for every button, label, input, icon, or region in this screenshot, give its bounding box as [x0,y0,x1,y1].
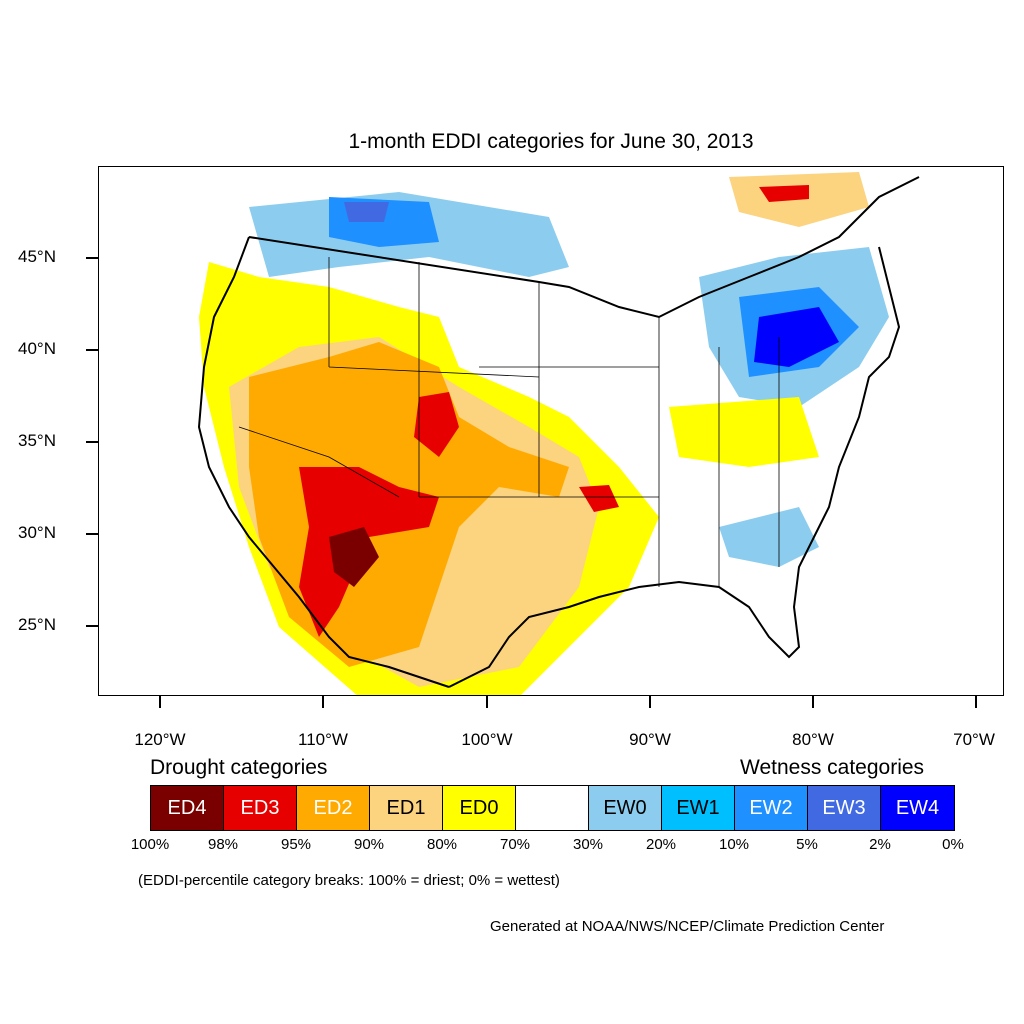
lon-tick-110w [322,696,324,708]
coastline-and-border [197,176,920,688]
lon-tick-120w [159,696,161,708]
lon-label-90w: 90°W [629,730,671,749]
region-ed4-arizona [329,527,379,587]
lon-label-110w: 110°W [298,730,348,749]
lon-label-120w: 120°W [134,730,186,749]
legend-box-ew2: EW2 [735,786,808,830]
lat-tick-45n [86,257,98,259]
percentile-label: 5% [796,836,818,853]
wetness-categories-heading: Wetness categories [740,756,925,779]
legend-box-ed4: ED4 [151,786,224,830]
lat-label-40n: 40°N [18,339,56,358]
percentile-label: 90% [353,836,385,853]
state-lines [238,257,780,587]
percentile-label: 98% [207,836,239,853]
lon-tick-100w [486,696,488,708]
legend-box-ed0: ED0 [443,786,516,830]
legend-box-ed2: ED2 [297,786,370,830]
percentile-label: 30% [572,836,604,853]
percentile-label: 80% [426,836,458,853]
lon-tick-80w [812,696,814,708]
percentile-label: 10% [718,836,750,853]
category-shading [199,172,889,695]
lat-tick-25n [86,625,98,627]
legend-box-normal [516,786,589,830]
region-ed0-ohio [669,397,819,467]
region-ew4-northeast [754,307,839,367]
region-ew0-southeast [719,507,819,567]
conus-map-graphic [197,172,920,695]
region-ed3-colorado [414,392,459,457]
lon-tick-90w [649,696,651,708]
credit-line: Generated at NOAA/NWS/NCEP/Climate Predi… [490,918,885,935]
legend-box-ew4: EW4 [881,786,954,830]
lat-label-35n: 35°N [18,431,56,450]
eddi-map [98,166,1004,696]
map-title: 1-month EDDI categories for June 30, 201… [348,130,754,153]
lon-label-70w: 70°W [953,730,995,749]
legend-box-ew3: EW3 [808,786,881,830]
category-legend: ED4 ED3 ED2 ED1 ED0 EW0 EW1 EW2 EW3 EW4 [150,785,955,831]
legend-box-ew1: EW1 [662,786,735,830]
lon-label-80w: 80°W [792,730,834,749]
percentile-label: 0% [942,836,964,853]
boundaries [197,176,920,688]
percentile-label: 95% [280,836,312,853]
region-ed3-four-corners [299,467,439,637]
lat-tick-30n [86,533,98,535]
lon-label-100w: 100°W [461,730,513,749]
lat-label-25n: 25°N [18,615,56,634]
region-ed3-arkansas [579,485,619,512]
lat-label-45n: 45°N [18,247,56,266]
percentile-label: 20% [645,836,677,853]
lat-label-30n: 30°N [18,523,56,542]
drought-categories-heading: Drought categories [150,756,328,779]
lat-tick-40n [86,349,98,351]
legend-box-ed1: ED1 [370,786,443,830]
region-ed3-quebec [759,185,809,202]
percentile-label: 70% [499,836,531,853]
lat-tick-35n [86,441,98,443]
region-ew3-montana [344,202,389,222]
percentile-label: 100% [130,836,170,853]
category-note: (EDDI-percentile category breaks: 100% =… [138,872,560,889]
lon-tick-70w [975,696,977,708]
legend-box-ew0: EW0 [589,786,662,830]
legend-box-ed3: ED3 [224,786,297,830]
percentile-label: 2% [869,836,891,853]
